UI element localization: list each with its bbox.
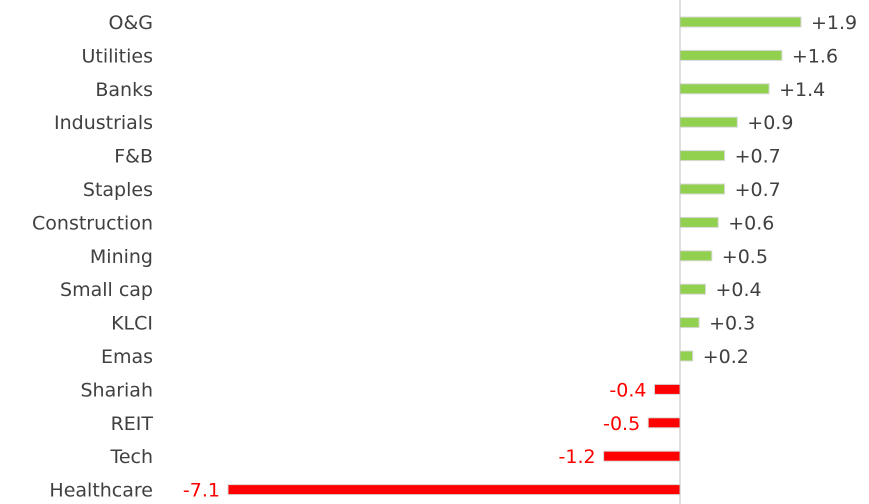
bar-utilities — [679, 49, 783, 61]
bar-klci — [679, 317, 700, 329]
category-label-industrials: Industrials — [54, 112, 153, 134]
category-label-construction: Construction — [32, 212, 153, 234]
value-label-healthcare: -7.1 — [183, 480, 220, 502]
value-label-industrials: +0.9 — [747, 112, 793, 134]
bar-tech — [603, 450, 681, 462]
labels-group: O&G +1.9 Utilities +1.6 Banks +1.4 Industrials… — [32, 12, 857, 502]
bar-healthcare — [227, 484, 681, 496]
bar-staples — [679, 183, 726, 195]
bar-banks — [679, 83, 770, 95]
bar-industrials — [679, 116, 738, 128]
value-label-reit: -0.5 — [603, 413, 640, 435]
bar-emas — [679, 350, 694, 362]
value-label-staples: +0.7 — [735, 179, 781, 201]
value-label-fandb: +0.7 — [735, 146, 781, 168]
category-label-small-cap: Small cap — [60, 279, 153, 301]
category-label-tech: Tech — [109, 446, 153, 468]
value-label-utilities: +1.6 — [792, 45, 838, 67]
bar-construction — [679, 216, 719, 228]
value-label-construction: +0.6 — [728, 212, 774, 234]
category-label-staples: Staples — [83, 179, 153, 201]
bar-reit — [647, 417, 681, 429]
bar-fandb — [679, 150, 726, 162]
value-label-banks: +1.4 — [779, 79, 825, 101]
value-label-shariah: -0.4 — [609, 379, 646, 401]
category-label-reit: REIT — [111, 413, 154, 435]
category-label-mining: Mining — [90, 246, 153, 268]
value-label-emas: +0.2 — [703, 346, 749, 368]
category-label-banks: Banks — [95, 79, 153, 101]
category-label-utilities: Utilities — [81, 45, 153, 67]
value-label-klci: +0.3 — [709, 313, 755, 335]
bars-group — [227, 16, 802, 496]
category-label-emas: Emas — [101, 346, 153, 368]
category-label-shariah: Shariah — [80, 379, 153, 401]
bar-mining — [679, 250, 713, 262]
bar-shariah — [654, 383, 681, 395]
bar-small-cap — [679, 283, 706, 295]
value-label-tech: -1.2 — [559, 446, 596, 468]
value-label-oandg: +1.9 — [811, 12, 857, 34]
category-label-klci: KLCI — [111, 313, 153, 335]
value-label-small-cap: +0.4 — [716, 279, 762, 301]
bar-oandg — [679, 16, 802, 28]
category-label-healthcare: Healthcare — [49, 480, 153, 502]
category-label-fandb: F&B — [114, 146, 153, 168]
value-label-mining: +0.5 — [722, 246, 768, 268]
category-label-oandg: O&G — [109, 12, 154, 34]
